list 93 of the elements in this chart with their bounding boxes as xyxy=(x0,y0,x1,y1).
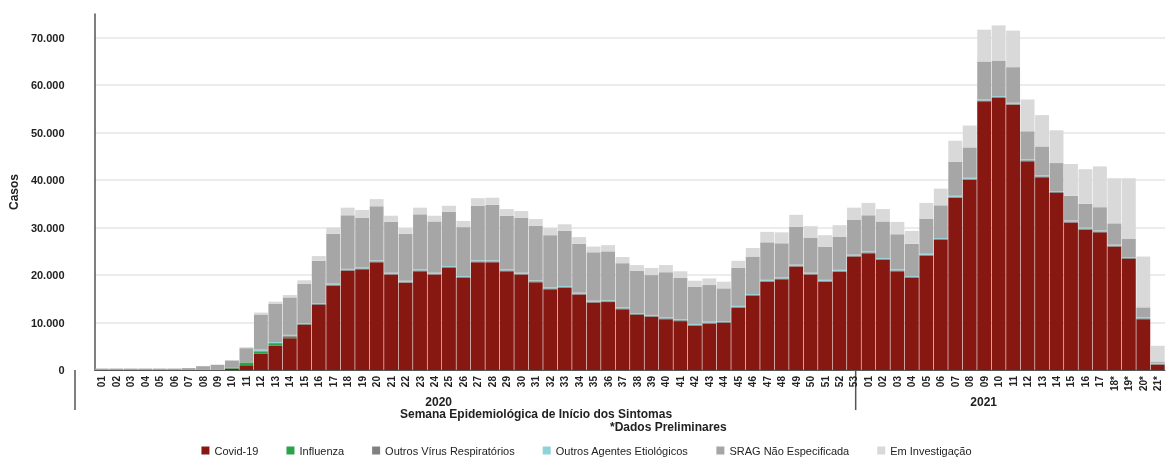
text: *Dados Preliminares xyxy=(610,420,728,434)
x-tick-label: 07 xyxy=(949,375,961,388)
x-tick-label: 38 xyxy=(631,375,643,388)
x-tick-label: 52 xyxy=(834,375,846,388)
x-tick-label: 04 xyxy=(906,375,918,388)
x-tick-label: 41 xyxy=(674,375,686,388)
x-tick-label: 51 xyxy=(819,375,831,388)
legend-label: Outros Agentes Etiológicos xyxy=(555,444,689,457)
x-tick-label: 11 xyxy=(240,375,252,387)
x-tick-label: 16 xyxy=(1079,375,1091,388)
x-tick-label: 14 xyxy=(1051,375,1063,388)
x-tick-label: 45 xyxy=(732,375,744,388)
x-tick-label: 06 xyxy=(935,375,947,388)
y-tick-label: 30.000 xyxy=(30,221,65,234)
x-tick-label: 17 xyxy=(327,375,339,388)
y-tick-label: 70.000 xyxy=(30,31,65,44)
text: 2021 xyxy=(970,395,998,409)
x-tick-label: 36 xyxy=(602,375,614,388)
legend-label: Influenza xyxy=(299,444,345,457)
y-tick-label: 0 xyxy=(58,364,65,376)
x-tick-label: 13 xyxy=(1036,375,1048,388)
x-tick-label: 07 xyxy=(183,375,195,388)
x-tick-label: 37 xyxy=(617,375,629,388)
x-tick-label: 14 xyxy=(284,375,296,388)
x-tick-label: 18 xyxy=(342,375,354,388)
x-tick-label: 06 xyxy=(168,375,180,388)
x-tick-label: 15 xyxy=(1065,375,1077,388)
legend-label: Outros Vírus Respiratórios xyxy=(385,444,516,457)
x-tick-label: 27 xyxy=(472,375,484,388)
x-tick-label: 43 xyxy=(703,375,715,388)
x-tick-label: 53 xyxy=(848,375,860,388)
x-tick-label: 34 xyxy=(573,375,585,388)
y-tick-label: 10.000 xyxy=(30,316,65,329)
x-tick-label: 05 xyxy=(154,375,166,388)
x-tick-label: 50 xyxy=(805,375,817,388)
y-tick-label: 20.000 xyxy=(30,269,65,282)
x-tick-label: 35 xyxy=(588,375,600,388)
legend-label: SRAG Não Especificada xyxy=(729,444,851,457)
x-tick-label: 02 xyxy=(110,375,122,388)
x-tick-label: 04 xyxy=(139,375,151,388)
x-tick-label: 46 xyxy=(747,375,759,388)
x-tick-label: 12 xyxy=(255,375,267,388)
x-tick-label: 44 xyxy=(718,375,730,388)
x-tick-label: 03 xyxy=(125,375,137,388)
x-tick-label: 12 xyxy=(1022,375,1034,388)
x-tick-label: 33 xyxy=(559,375,571,388)
y-axis-title: Casos xyxy=(7,173,21,211)
x-tick-label: 31 xyxy=(530,375,542,388)
x-tick-label: 10 xyxy=(993,375,1005,388)
x-tick-label: 01 xyxy=(862,375,874,388)
y-tick-label: 60.000 xyxy=(30,79,65,92)
x-tick-label: 23 xyxy=(414,375,426,388)
x-tick-label: 21* xyxy=(1152,375,1164,392)
x-tick-label: 09 xyxy=(978,375,990,388)
x-tick-label: 19 xyxy=(356,375,368,388)
y-tick-label: 50.000 xyxy=(30,126,65,139)
x-tick-label: 11 xyxy=(1007,375,1019,387)
x-tick-label: 19* xyxy=(1123,375,1135,392)
y-tick-label: 40.000 xyxy=(30,174,65,187)
x-tick-label: 24 xyxy=(428,375,440,388)
x-tick-label: 08 xyxy=(964,375,976,388)
x-tick-label: 21 xyxy=(385,375,397,388)
legend-label: Covid-19 xyxy=(214,444,259,457)
x-tick-label: 42 xyxy=(689,375,701,388)
x-tick-label: 20* xyxy=(1137,375,1149,392)
x-tick-label: 09 xyxy=(212,375,223,388)
x-tick-label: 30 xyxy=(515,375,527,388)
x-tick-label: 18* xyxy=(1108,375,1120,392)
x-tick-label: 47 xyxy=(761,375,773,388)
x-axis-title: Semana Epidemiológica de Início dos Sintomas xyxy=(400,407,673,421)
x-tick-label: 20 xyxy=(371,375,383,388)
x-tick-label: 39 xyxy=(645,375,657,388)
x-tick-label: 32 xyxy=(544,375,556,388)
legend-label: Em Investigação xyxy=(890,444,972,457)
x-tick-label: 40 xyxy=(660,375,672,388)
x-tick-label: 13 xyxy=(269,375,281,388)
text: 2020 xyxy=(425,395,453,409)
x-tick-label: 29 xyxy=(501,375,513,388)
x-tick-label: 25 xyxy=(443,375,455,388)
x-tick-label: 01 xyxy=(96,375,108,388)
x-tick-label: 10 xyxy=(226,375,238,388)
x-tick-label: 26 xyxy=(457,375,469,388)
x-tick-label: 05 xyxy=(920,375,932,388)
x-tick-label: 16 xyxy=(313,375,325,388)
x-tick-label: 22 xyxy=(400,375,412,388)
x-tick-label: 49 xyxy=(790,375,802,388)
x-tick-label: 28 xyxy=(486,375,498,388)
x-tick-label: 08 xyxy=(197,375,209,388)
x-tick-label: 48 xyxy=(776,375,788,388)
x-tick-label: 02 xyxy=(877,375,889,388)
x-tick-label: 17 xyxy=(1094,375,1106,388)
x-tick-label: 15 xyxy=(298,375,310,388)
x-tick-label: 03 xyxy=(891,375,903,388)
